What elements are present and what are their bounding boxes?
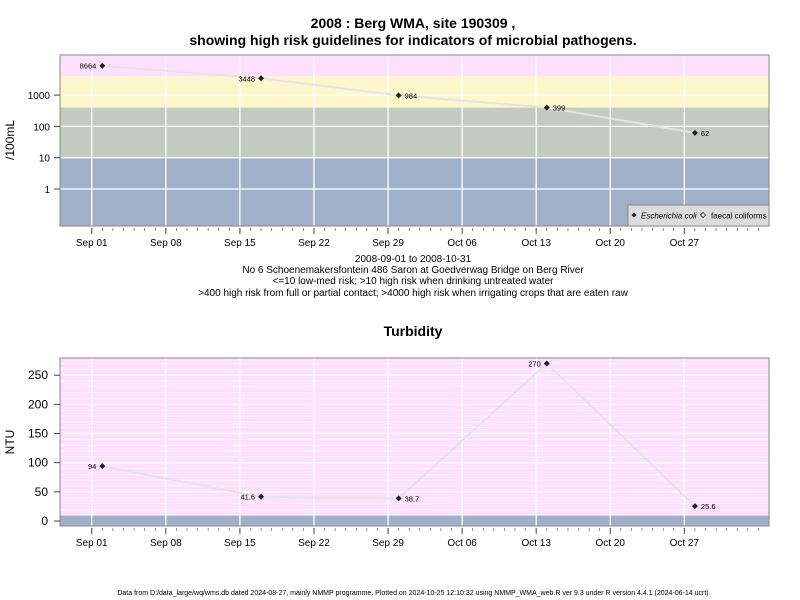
x-tick-label: Sep 22	[298, 538, 330, 549]
x-tick-label: Oct 13	[521, 538, 551, 549]
data-point	[543, 360, 550, 367]
x-tick-label: Oct 20	[596, 538, 626, 549]
risk-band	[60, 55, 769, 77]
ecoli-panel: 8664 3448 984 399 62 1 10 100 1000 Sep 01 Sep 08…	[3, 54, 770, 249]
x-axis: Sep 01 Sep 08 Sep 15 Sep 22 Sep 29 Oct 06 Oct …	[76, 528, 759, 549]
legend-faecal-marker	[699, 211, 707, 219]
legend-ecoli-label: Escherichia coli	[641, 212, 697, 221]
data-point	[543, 104, 550, 111]
ecoli-series: 8664 3448 984 399 62	[80, 62, 710, 138]
y-tick-label: 250	[28, 368, 48, 382]
y-tick-label: 1000	[28, 91, 51, 102]
data-point	[691, 503, 698, 510]
data-label: 38.7	[405, 494, 420, 503]
data-point	[395, 92, 402, 99]
x-tick-label: Oct 06	[447, 238, 477, 249]
x-tick-label: Sep 22	[298, 238, 330, 249]
x-tick-label: Sep 01	[76, 238, 108, 249]
legend-box	[627, 204, 770, 227]
x-tick-label: Oct 27	[670, 538, 700, 549]
data-label: 62	[701, 129, 709, 138]
x-tick-label: Oct 13	[521, 238, 551, 249]
data-point	[395, 495, 402, 502]
grid-lines	[60, 357, 769, 526]
turbidity-band	[60, 358, 769, 516]
y-tick-label: 10	[39, 154, 51, 165]
legend-faecal-label: faecal coliforms	[711, 212, 767, 221]
chart-title: 2008 : Berg WMA, site 190309 ,	[311, 15, 516, 31]
x-axis: Sep 01 Sep 08 Sep 15 Sep 22 Sep 29 Oct 06 Oct …	[76, 228, 759, 249]
y-tick-label: 100	[33, 122, 50, 133]
data-point	[691, 129, 698, 136]
x-tick-label: Sep 29	[372, 538, 404, 549]
data-label: 41.6	[240, 493, 255, 502]
caption-site: No 6 Schoenemakersfontein 486 Saron at G…	[242, 265, 584, 276]
data-label: 3448	[238, 74, 255, 83]
x-tick-label: Sep 15	[224, 238, 256, 249]
x-tick-label: Oct 06	[447, 538, 477, 549]
data-label: 25.6	[701, 502, 716, 511]
y-axis: 1 10 100 1000	[28, 91, 60, 196]
legend: Escherichia coli faecal coliforms	[627, 204, 770, 227]
footer-note: Data from D:/data_large/wq/wms.db dated …	[117, 590, 708, 597]
y-axis: 0 50 100 150 200 250	[28, 368, 60, 528]
data-point	[99, 463, 106, 470]
y-tick-label: 1	[44, 185, 50, 196]
y-tick-label: 100	[28, 456, 48, 470]
legend-ecoli-marker	[631, 212, 637, 218]
risk-band	[60, 76, 769, 108]
turbidity-series: 94 41.6 38.7 270 25.6	[88, 360, 716, 512]
x-tick-label: Sep 08	[150, 238, 182, 249]
turbidity-band	[60, 515, 769, 526]
risk-bands	[60, 55, 769, 226]
data-label: 94	[88, 462, 96, 471]
data-label: 984	[405, 91, 418, 100]
caption-risk-contact: >400 high risk from full or partial cont…	[198, 288, 628, 299]
plot-border	[59, 357, 770, 527]
data-label: 399	[553, 104, 566, 113]
grid-lines	[60, 55, 769, 226]
data-label: 8664	[80, 62, 97, 71]
plot-border	[59, 54, 770, 227]
x-tick-label: Sep 08	[150, 538, 182, 549]
y-axis-label: /100mL	[3, 120, 17, 160]
x-tick-label: Sep 01	[76, 538, 108, 549]
y-axis-label: NTU	[3, 430, 17, 455]
caption-risk-drinking: <=10 low-med risk; >10 high risk when dr…	[273, 276, 555, 287]
data-point	[258, 493, 265, 500]
x-tick-label: Oct 20	[596, 238, 626, 249]
y-tick-label: 0	[41, 514, 48, 528]
data-point	[99, 62, 106, 69]
x-tick-label: Sep 15	[224, 538, 256, 549]
risk-band	[60, 107, 769, 158]
y-tick-label: 50	[35, 485, 49, 499]
turbidity-title: Turbidity	[384, 323, 443, 339]
y-tick-label: 150	[28, 427, 48, 441]
caption-date-range: 2008-09-01 to 2008-10-31	[355, 254, 472, 265]
turbidity-bands	[60, 358, 769, 526]
chart-subtitle: showing high risk guidelines for indicat…	[189, 32, 636, 48]
y-tick-label: 200	[28, 397, 48, 411]
x-tick-label: Sep 29	[372, 238, 404, 249]
caption: 2008-09-01 to 2008-10-31 No 6 Schoenemak…	[198, 254, 628, 299]
data-label: 270	[528, 360, 541, 369]
turbidity-panel: 94 41.6 38.7 270 25.6 0 50 100 150 200 250 Sep 01…	[3, 357, 770, 549]
x-tick-label: Oct 27	[670, 238, 700, 249]
data-point	[258, 75, 265, 82]
